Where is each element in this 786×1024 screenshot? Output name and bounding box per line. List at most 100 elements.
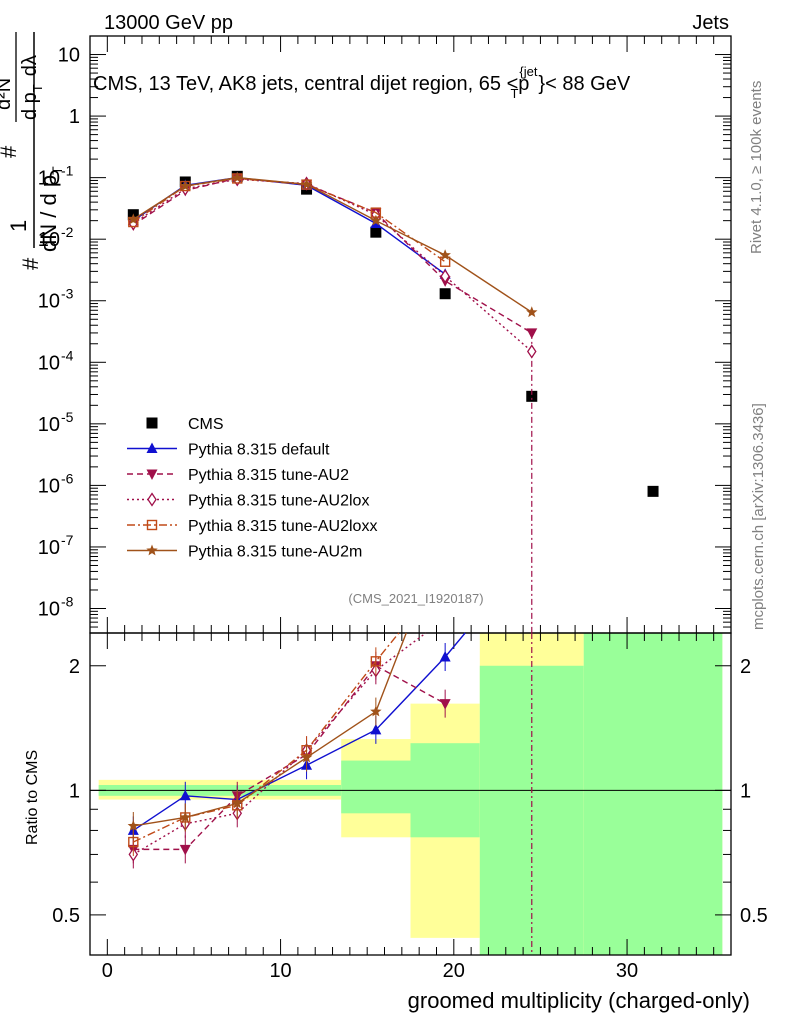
main-point-0 [647, 485, 659, 497]
legend-marker-0 [146, 417, 158, 429]
x-tick-label: 20 [443, 960, 465, 982]
y-tick-label-main: 10 [58, 45, 80, 67]
main-point-2 [526, 328, 538, 339]
y-tick-label-main: 10 [38, 599, 60, 621]
ratio-tick-label-left: 1 [69, 780, 80, 802]
legend-label-2: Pythia 8.315 tune-AU2 [188, 467, 349, 484]
legend-marker-1 [146, 442, 158, 453]
main-point-5 [231, 171, 243, 183]
main-line-5 [132, 176, 533, 313]
x-axis-label: groomed multiplicity (charged-only) [408, 988, 750, 1013]
main-point-5 [370, 214, 382, 226]
ratio-line-1 [133, 664, 446, 851]
main-point-3 [440, 269, 450, 284]
y-tick-label-main: 10 [38, 352, 60, 374]
axis-ticks [90, 35, 731, 956]
rivet-label: Rivet 4.1.0, ≥ 100k events [748, 81, 765, 254]
y-tick-label-exponent: -1 [61, 163, 74, 179]
y-label-T1: T [49, 166, 65, 175]
ratio-point-1 [179, 844, 191, 856]
ratio-tick-label-right: 1 [740, 780, 751, 802]
y-tick-label-main: 10 [38, 537, 60, 559]
plot-title-end: }< 88 GeV [538, 73, 630, 95]
ratio-point-0 [179, 789, 191, 801]
x-tick-label: 30 [616, 960, 638, 982]
ratio-point-3 [370, 656, 382, 667]
ratio-point-4 [179, 811, 191, 823]
ratio-y-label: Ratio to CMS [24, 750, 41, 845]
y-label-dN-d: d [36, 240, 61, 252]
plot-title-main: CMS, 13 TeV, AK8 jets, central dijet reg… [93, 73, 529, 95]
main-line-2 [132, 177, 533, 334]
plot-title-sup: {jet [519, 64, 537, 79]
ratio-tick-label-left: 2 [69, 656, 80, 678]
y-tick-label-exponent: -6 [61, 470, 74, 486]
x-tick-label: 10 [269, 960, 291, 982]
legend-label-1: Pythia 8.315 default [188, 442, 330, 459]
y-label-hash1: # [18, 257, 43, 270]
y-label-slash: / [36, 206, 61, 224]
band-green-4 [583, 633, 723, 955]
ratio-point-1 [439, 699, 451, 710]
ratio-point-0 [370, 723, 382, 735]
y-label-dp: d p [36, 175, 61, 206]
header-left: 13000 GeV pp [104, 12, 233, 34]
y-tick-label-main: 10 [38, 168, 60, 190]
legend-marker-3 [147, 492, 157, 507]
legend-label-4: Pythia 8.315 tune-AU2loxx [188, 518, 377, 535]
main-point-5 [526, 306, 538, 318]
y-tick-label-exponent: -5 [61, 409, 74, 425]
y-tick-label-main: 10 [38, 475, 60, 497]
y-label-T2: T [30, 84, 45, 92]
y-tick-label-main: 10 [38, 229, 60, 251]
ratio-line-2 [132, 632, 427, 856]
y-tick-label-exponent: -2 [61, 224, 74, 240]
main-y-label: # 1 dN / d pT # d²N d pTdλ [0, 32, 65, 270]
main-line-3 [132, 178, 533, 352]
y-tick-label-exponent: -7 [61, 532, 74, 548]
x-tick-label: 0 [102, 960, 113, 982]
plot-title: CMS, 13 TeV, AK8 jets, central dijet reg… [93, 64, 631, 101]
band-green-1 [341, 760, 411, 814]
main-point-5 [179, 180, 191, 191]
y-label-hash2: # [0, 145, 21, 158]
ratio-point-4 [231, 797, 243, 809]
main-point-0 [370, 226, 382, 238]
analysis-id: (CMS_2021_I1920187) [348, 591, 483, 606]
legend-label-3: Pythia 8.315 tune-AU2lox [188, 493, 369, 510]
ratio-point-4 [300, 751, 313, 763]
y-label-num: d²N [0, 78, 15, 110]
legend-label-5: Pythia 8.315 tune-AU2m [188, 544, 362, 561]
y-tick-label-exponent: -3 [61, 286, 74, 302]
plot-title-sub: T [510, 86, 518, 101]
ratio-series [127, 632, 533, 955]
ratio-tick-label-right: 2 [740, 656, 751, 678]
main-point-5 [439, 249, 451, 260]
ratio-point-4 [127, 820, 139, 831]
ratio-line-0 [132, 656, 446, 832]
y-tick-label-main: 10 [38, 291, 60, 313]
legend-label-0: CMS [188, 416, 224, 433]
y-tick-label-exponent: -4 [61, 347, 74, 363]
main-plot-frame [89, 35, 732, 634]
ratio-tick-label-left: 0.5 [52, 905, 80, 927]
y-label-dlam: dλ [19, 55, 41, 76]
y-tick-label-main: 10 [38, 414, 60, 436]
y-tick-label-main: 1 [69, 106, 80, 128]
main-point-5 [300, 178, 313, 190]
main-point-0 [439, 288, 451, 300]
y-label-den-dp: d p [19, 92, 41, 120]
mcplots-label: mcplots.cern.ch [arXiv:1306.3436] [750, 403, 767, 630]
y-label-one: 1 [6, 220, 31, 232]
y-label-dN: dN / d pT [36, 166, 65, 252]
ratio-point-4 [370, 705, 382, 717]
legend-marker-2 [146, 469, 158, 480]
y-label-den: d pTdλ [19, 55, 45, 120]
header-right: Jets [692, 12, 729, 34]
ratio-uncertainty-bands [98, 633, 723, 955]
main-point-0 [526, 390, 538, 402]
legend-marker-5 [146, 544, 158, 556]
main-series [127, 170, 659, 633]
